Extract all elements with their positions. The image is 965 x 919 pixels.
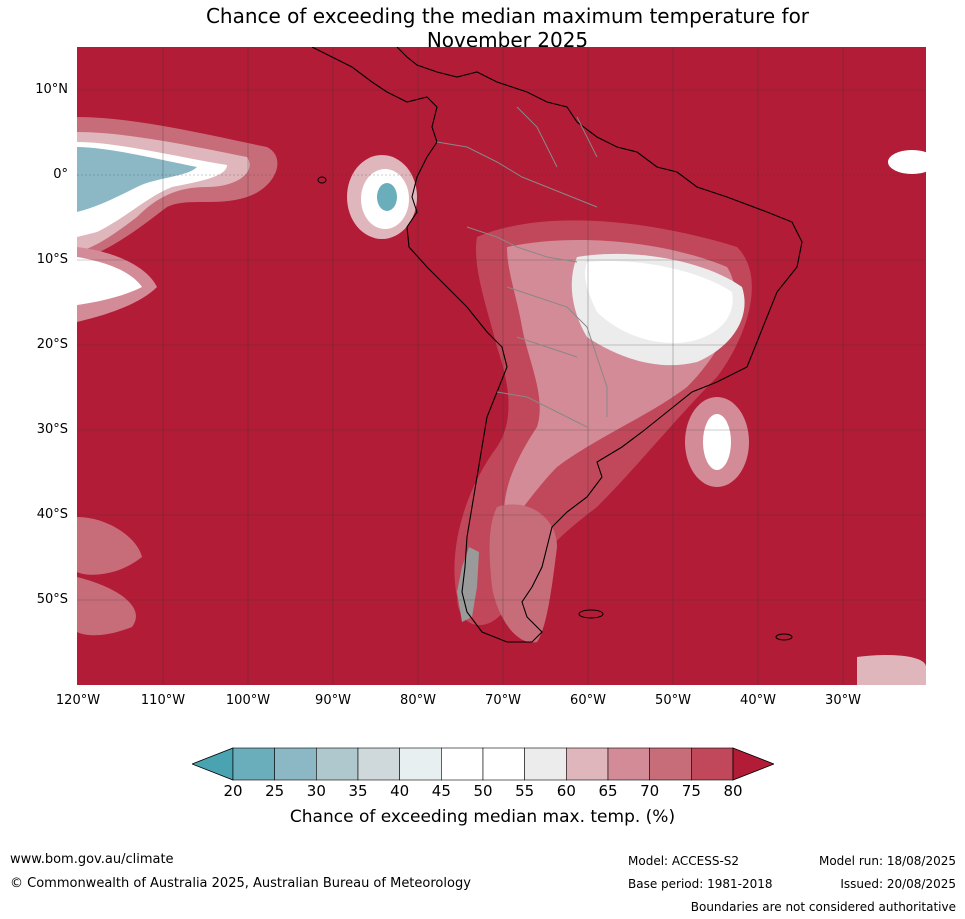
coastal-anomaly-blue xyxy=(377,183,397,211)
colorbar-segments xyxy=(192,747,774,781)
lat-label-0: 0° xyxy=(53,167,68,182)
country-borders xyxy=(436,106,608,428)
lon-label-70w: 70°W xyxy=(485,693,521,708)
south-pacific-anomaly xyxy=(77,517,142,575)
colorbar-tick-label: 30 xyxy=(306,782,326,800)
footer-disclaimer: Boundaries are not considered authoritat… xyxy=(690,900,956,914)
colorbar-segment xyxy=(607,747,650,781)
colorbar-tick-label: 20 xyxy=(223,782,243,800)
colorbar-segment xyxy=(691,747,734,781)
lon-label-110w: 110°W xyxy=(140,693,186,708)
colorbar-segment xyxy=(357,747,400,781)
map-area xyxy=(77,47,926,685)
map-title: Chance of exceeding the median maximum t… xyxy=(0,4,965,52)
lon-label-120w: 120°W xyxy=(55,693,101,708)
colorbar-tick-label: 60 xyxy=(556,782,576,800)
lat-label-10s: 10°S xyxy=(36,252,68,267)
colorbar-segment xyxy=(274,747,317,781)
footer-model: Model: ACCESS-S2 xyxy=(628,854,740,868)
colorbar-segment xyxy=(441,747,484,781)
lat-label-40s: 40°S xyxy=(36,507,68,522)
colorbar-tick-label: 35 xyxy=(348,782,368,800)
falkland-islands xyxy=(578,609,604,619)
colorbar-segment xyxy=(316,747,359,781)
lat-label-30s: 30°S xyxy=(36,422,68,437)
south-georgia xyxy=(775,633,793,641)
lon-label-30w: 30°W xyxy=(825,693,861,708)
colorbar-segment xyxy=(524,747,567,781)
pacific-anomaly-south-light xyxy=(77,257,142,305)
colorbar-tick-label: 25 xyxy=(265,782,285,800)
lon-label-100w: 100°W xyxy=(225,693,271,708)
colorbar-below-triangle xyxy=(192,747,234,781)
colorbar-tick-label: 50 xyxy=(473,782,493,800)
colorbar-tick-label: 80 xyxy=(723,782,743,800)
colorbar-tick-label: 40 xyxy=(390,782,410,800)
footer-issued: Issued: 20/08/2025 xyxy=(840,877,956,891)
lon-label-50w: 50°W xyxy=(655,693,691,708)
atlantic-anomaly-white xyxy=(703,414,731,470)
colorbar-segment xyxy=(399,747,442,781)
colorbar-tick-label: 75 xyxy=(681,782,701,800)
colorbar-tick-label: 45 xyxy=(431,782,451,800)
map-svg xyxy=(77,47,926,685)
east-atlantic-anomaly xyxy=(888,150,926,174)
south-pacific-anomaly-2 xyxy=(77,577,136,636)
footer-website: www.bom.gov.au/climate xyxy=(10,852,174,867)
colorbar-segment xyxy=(232,747,275,781)
colorbar-tick-label: 70 xyxy=(640,782,660,800)
southern-continent-anomaly xyxy=(489,504,557,643)
lon-label-90w: 90°W xyxy=(315,693,351,708)
title-line-1: Chance of exceeding the median maximum t… xyxy=(205,4,810,28)
colorbar-tick-label: 55 xyxy=(515,782,535,800)
colorbar-segment xyxy=(566,747,609,781)
footer-model-run: Model run: 18/08/2025 xyxy=(818,854,956,868)
colorbar-label: Chance of exceeding median max. temp. (%… xyxy=(289,807,676,827)
lat-label-20s: 20°S xyxy=(36,337,68,352)
lon-label-60w: 60°W xyxy=(570,693,606,708)
colorbar-above-triangle xyxy=(732,747,774,781)
lat-label-10n: 10°N xyxy=(35,82,68,97)
footer-copyright: © Commonwealth of Australia 2025, Austra… xyxy=(10,876,471,891)
colorbar-tick-label: 65 xyxy=(598,782,618,800)
south-pacific-anomaly-3 xyxy=(857,655,926,685)
colorbar-segment xyxy=(649,747,692,781)
colorbar-segment xyxy=(482,747,525,781)
footer-base-period: Base period: 1981-2018 xyxy=(628,877,773,891)
galapagos-islands xyxy=(317,176,327,184)
lat-label-50s: 50°S xyxy=(36,592,68,607)
grid-lines xyxy=(77,47,926,685)
pacific-anomaly-blue xyxy=(77,147,197,212)
south-america-coastline xyxy=(311,47,803,643)
patagonia-grey xyxy=(457,547,479,622)
lon-label-40w: 40°W xyxy=(740,693,776,708)
colorbar xyxy=(192,747,774,781)
brazil-anomaly-white xyxy=(585,261,733,343)
lon-label-80w: 80°W xyxy=(400,693,436,708)
